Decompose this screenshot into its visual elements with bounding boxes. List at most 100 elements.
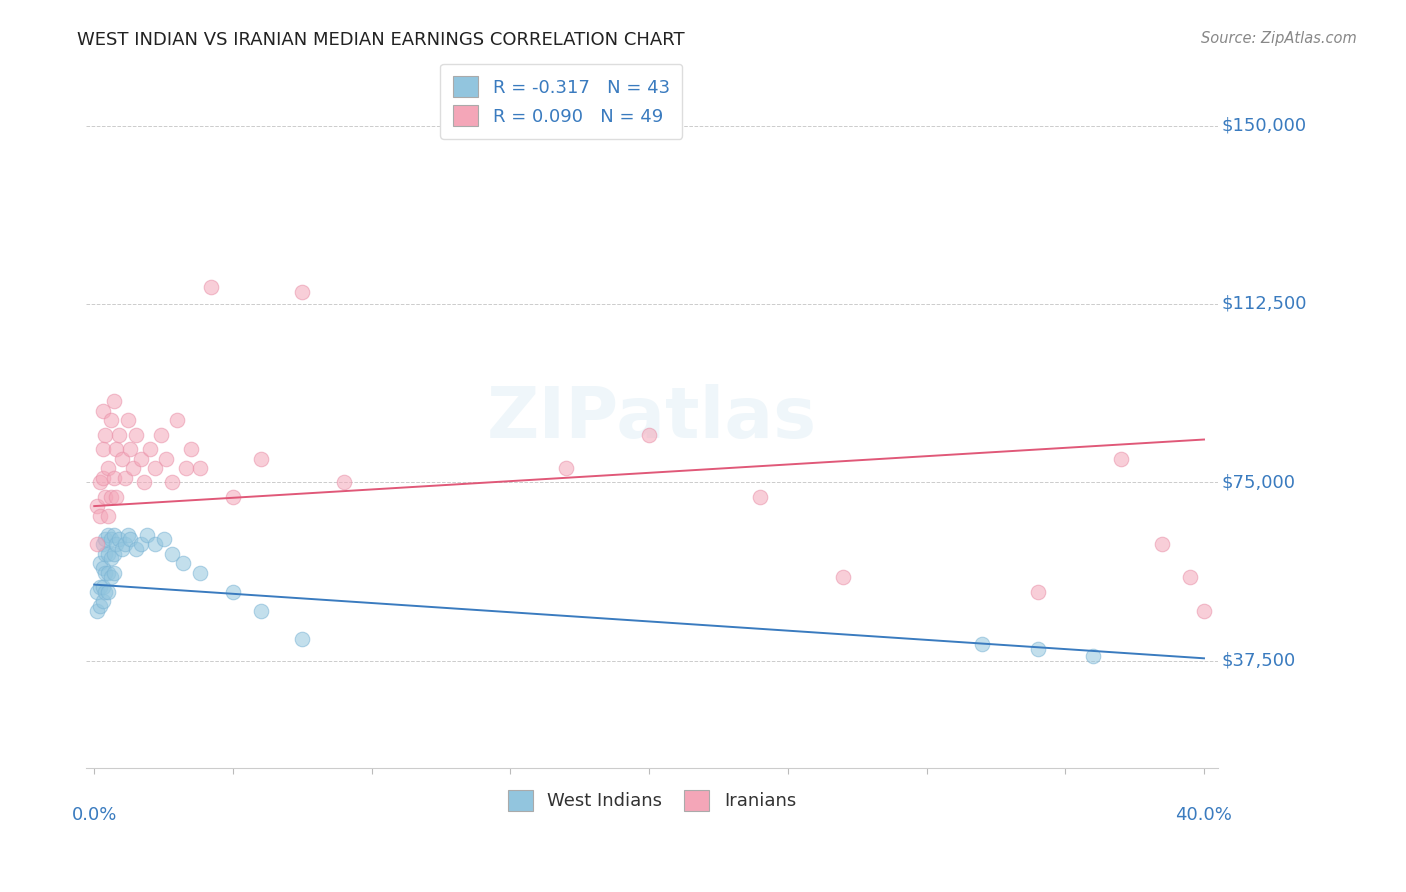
Point <box>94 566 117 580</box>
Point <box>160 547 183 561</box>
Point <box>120 442 142 456</box>
Point <box>1192 604 1215 618</box>
Point <box>86 584 108 599</box>
Point <box>91 442 114 456</box>
Point <box>89 475 111 490</box>
Point <box>100 413 122 427</box>
Point <box>105 537 128 551</box>
Point <box>89 508 111 523</box>
Point <box>86 537 108 551</box>
Point <box>149 427 172 442</box>
Point <box>143 461 166 475</box>
Point <box>120 533 142 547</box>
Point <box>94 490 117 504</box>
Text: 0.0%: 0.0% <box>72 806 117 824</box>
Point <box>222 490 245 504</box>
Point <box>160 475 183 490</box>
Point <box>138 442 160 456</box>
Point <box>117 413 139 427</box>
Point <box>103 470 125 484</box>
Point <box>131 537 153 551</box>
Point <box>105 490 128 504</box>
Text: $112,500: $112,500 <box>1222 295 1306 313</box>
Point <box>97 547 120 561</box>
Point <box>91 594 114 608</box>
Text: 40.0%: 40.0% <box>1175 806 1233 824</box>
Point <box>125 427 148 442</box>
Point <box>970 637 993 651</box>
Point <box>91 537 114 551</box>
Point <box>86 604 108 618</box>
Point <box>333 475 356 490</box>
Point <box>749 490 772 504</box>
Point <box>91 580 114 594</box>
Text: Source: ZipAtlas.com: Source: ZipAtlas.com <box>1201 31 1357 46</box>
Point <box>100 490 122 504</box>
Point <box>249 604 271 618</box>
Point <box>103 566 125 580</box>
Point <box>97 566 120 580</box>
Point <box>97 508 120 523</box>
Point <box>108 533 131 547</box>
Text: $37,500: $37,500 <box>1222 652 1295 670</box>
Point <box>131 451 153 466</box>
Point <box>103 547 125 561</box>
Point <box>638 427 661 442</box>
Point <box>134 475 156 490</box>
Point <box>136 527 159 541</box>
Point <box>97 461 120 475</box>
Point <box>108 427 131 442</box>
Point <box>94 547 117 561</box>
Point <box>125 541 148 556</box>
Point <box>1026 584 1049 599</box>
Point <box>174 461 197 475</box>
Text: ZIPatlas: ZIPatlas <box>486 384 817 452</box>
Point <box>188 461 211 475</box>
Text: $75,000: $75,000 <box>1222 474 1295 491</box>
Point <box>94 584 117 599</box>
Point <box>91 470 114 484</box>
Point <box>832 570 855 584</box>
Point <box>100 551 122 566</box>
Point <box>114 537 136 551</box>
Point <box>105 442 128 456</box>
Point <box>554 461 576 475</box>
Point <box>188 566 211 580</box>
Point <box>111 541 134 556</box>
Point <box>1178 570 1201 584</box>
Point <box>114 470 136 484</box>
Point <box>103 527 125 541</box>
Point <box>222 584 245 599</box>
Point <box>103 394 125 409</box>
Point <box>1081 648 1104 663</box>
Point <box>117 527 139 541</box>
Point <box>291 632 314 647</box>
Point <box>172 556 194 570</box>
Point <box>94 533 117 547</box>
Point <box>155 451 177 466</box>
Point <box>91 404 114 418</box>
Point <box>291 285 314 299</box>
Text: WEST INDIAN VS IRANIAN MEDIAN EARNINGS CORRELATION CHART: WEST INDIAN VS IRANIAN MEDIAN EARNINGS C… <box>77 31 685 49</box>
Point <box>94 427 117 442</box>
Point <box>100 570 122 584</box>
Point <box>97 527 120 541</box>
Point <box>200 280 222 294</box>
Point <box>1152 537 1174 551</box>
Point <box>1109 451 1132 466</box>
Point <box>100 533 122 547</box>
Point <box>1026 641 1049 656</box>
Point <box>143 537 166 551</box>
Point <box>89 599 111 613</box>
Point <box>89 580 111 594</box>
Legend: West Indians, Iranians: West Indians, Iranians <box>496 779 807 822</box>
Point <box>86 499 108 513</box>
Point <box>152 533 174 547</box>
Point <box>97 584 120 599</box>
Point <box>166 413 188 427</box>
Point <box>89 556 111 570</box>
Point <box>91 561 114 575</box>
Text: $150,000: $150,000 <box>1222 117 1306 135</box>
Point <box>249 451 271 466</box>
Point <box>180 442 202 456</box>
